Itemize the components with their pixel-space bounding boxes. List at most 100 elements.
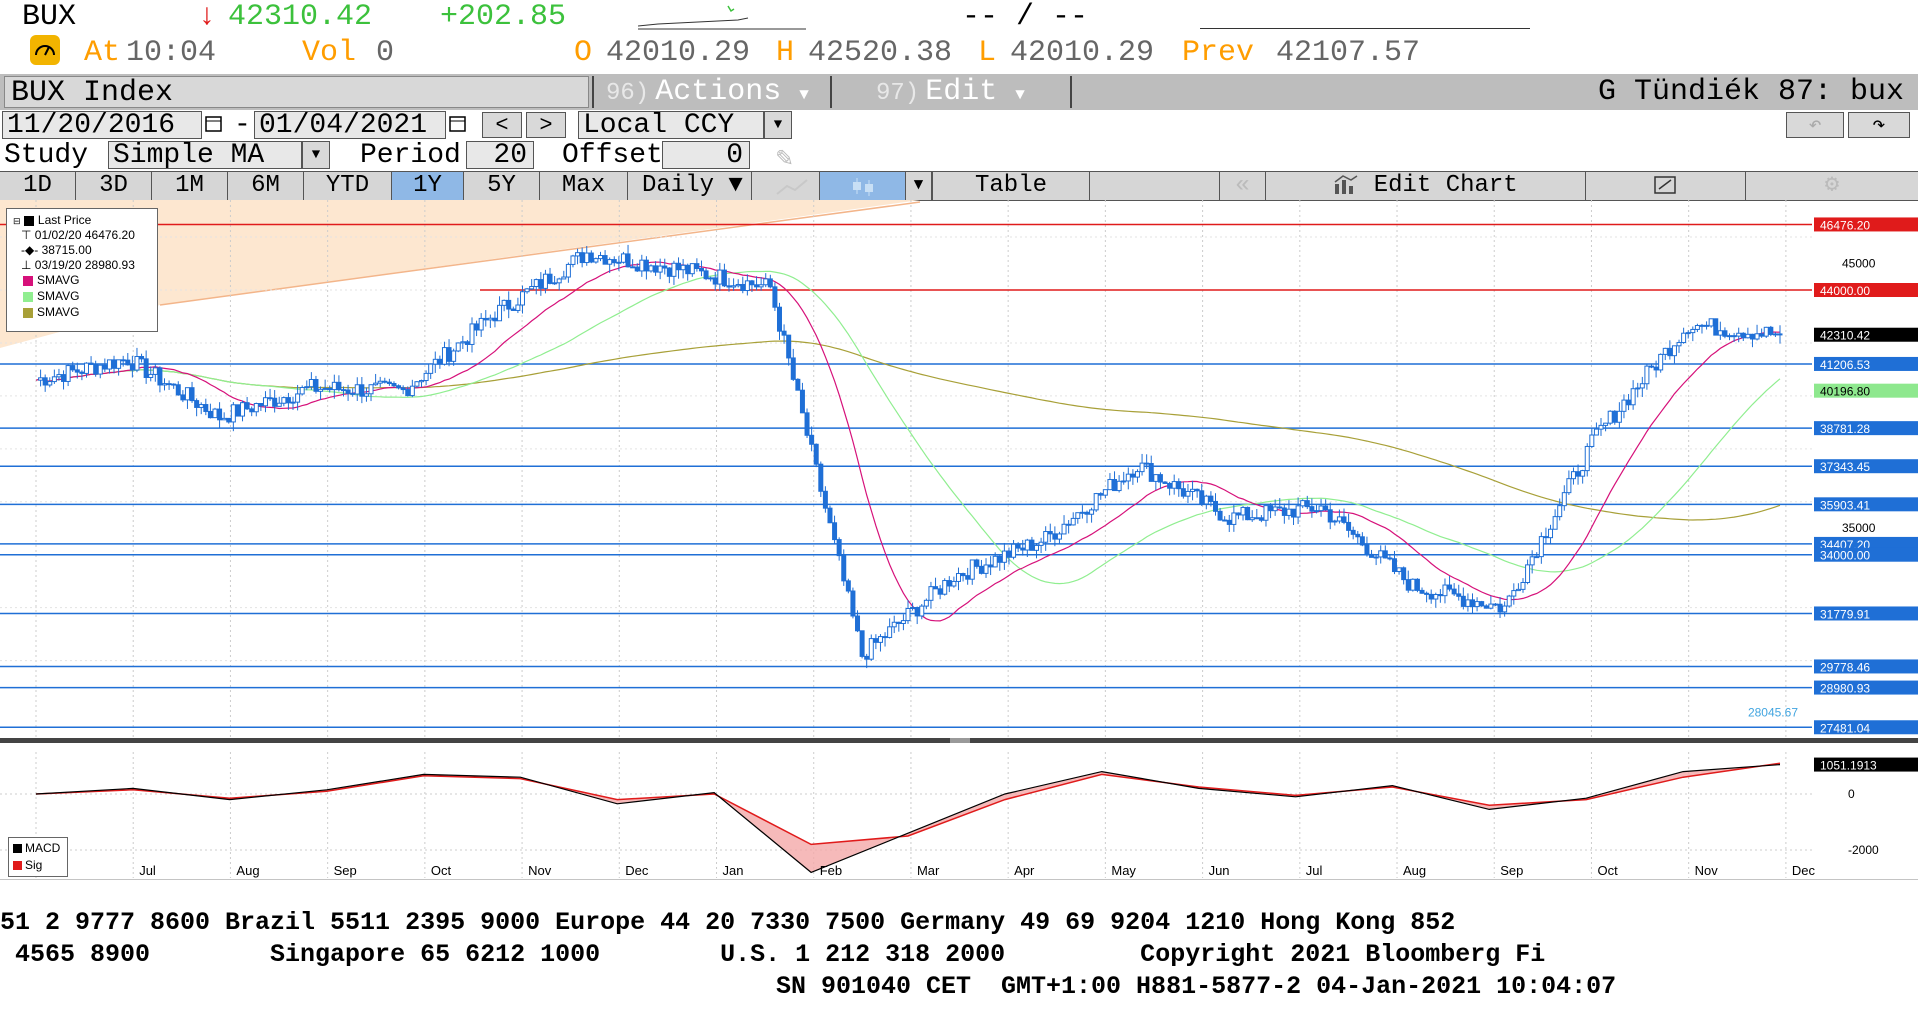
candle-body	[1180, 488, 1186, 497]
legend-sma-1-label: SMAVG	[37, 273, 80, 287]
candle-body	[556, 278, 562, 284]
candle-body	[455, 342, 461, 352]
legend-last-price-label: Last Price	[37, 213, 92, 227]
candle-body	[992, 555, 998, 568]
candle-body	[1079, 511, 1085, 514]
period-field[interactable]: 20	[466, 140, 534, 171]
period-button-5y[interactable]: 5Y	[464, 172, 540, 200]
price-label-box	[1814, 659, 1918, 674]
footer-ticker: 51 2 9777 8600 Brazil 5511 2395 9000 Eur…	[0, 900, 1918, 1025]
line-chart-icon[interactable]	[766, 172, 820, 200]
settings-gear-icon[interactable]: ⚙	[1824, 172, 1840, 199]
candle-body	[1286, 508, 1292, 516]
candle-body	[363, 393, 369, 397]
candle-body	[359, 384, 365, 397]
frequency-select[interactable]: Daily ▼	[628, 172, 752, 200]
candle-body	[726, 285, 732, 288]
price-label-box	[1814, 217, 1918, 232]
security-field[interactable]: BUX Index	[4, 76, 589, 109]
candle-body	[1029, 539, 1035, 551]
candle-body	[212, 408, 218, 419]
period-button-max[interactable]: Max	[540, 172, 628, 200]
previous-period-button[interactable]: <	[482, 112, 522, 138]
calendar-icon[interactable]	[448, 110, 470, 138]
candle-body	[129, 364, 135, 371]
candle-body	[38, 377, 44, 381]
candle-body	[1648, 365, 1654, 368]
candle-body	[877, 636, 883, 643]
collapse-icon[interactable]: ⊟	[13, 216, 21, 226]
candle-body	[322, 387, 328, 390]
chevron-down-icon[interactable]: ▼	[764, 111, 792, 139]
price-label: 37343.45	[1820, 460, 1870, 474]
offset-field[interactable]: 0	[662, 141, 750, 170]
chevron-down-icon[interactable]: ▾	[906, 172, 932, 200]
candle-body	[116, 359, 122, 369]
gauge-icon[interactable]	[30, 35, 60, 65]
period-button-ytd[interactable]: YTD	[304, 172, 392, 200]
candle-body	[1093, 493, 1099, 511]
price-chart[interactable]: 46476.20 44000.00 42310.42 41206.53 40196.80…	[0, 200, 1918, 880]
double-chevron-left-icon[interactable]: «	[1220, 172, 1266, 200]
candle-body	[1217, 510, 1223, 521]
period-value: 20	[493, 140, 527, 171]
candle-body	[198, 404, 204, 408]
candle-body	[1548, 528, 1554, 539]
candle-body	[336, 381, 342, 391]
chevron-down-icon[interactable]: ▼	[302, 141, 330, 169]
period-button-3d[interactable]: 3D	[76, 172, 152, 200]
candle-body	[1772, 333, 1778, 336]
candle-body	[1534, 556, 1540, 559]
candle-body	[983, 564, 989, 574]
candle-body	[1612, 410, 1618, 423]
candle-body	[1336, 516, 1342, 522]
price-label: 42310.42	[1820, 329, 1870, 343]
candle-body	[386, 381, 392, 385]
table-button[interactable]: Table	[932, 172, 1090, 200]
candle-body	[1667, 347, 1673, 357]
pencil-icon[interactable]: ✎	[776, 144, 793, 175]
undo-button[interactable]: ↶	[1786, 112, 1844, 138]
start-date-field[interactable]: 11/20/2016	[2, 110, 202, 141]
candle-body	[1401, 567, 1407, 581]
period-button-1m[interactable]: 1M	[152, 172, 228, 200]
candle-body	[1089, 509, 1095, 515]
candle-body	[318, 388, 324, 392]
candle-body	[272, 397, 278, 407]
edit-chart-button[interactable]: Edit Chart	[1266, 172, 1586, 200]
sparkline-icon	[638, 5, 806, 30]
study-select[interactable]: Simple MA	[108, 141, 302, 170]
candle-body	[79, 371, 85, 374]
candle-body	[1061, 523, 1067, 535]
actions-menu[interactable]: 96) Actions ▼	[606, 74, 809, 110]
candlestick-icon[interactable]	[820, 172, 906, 200]
candle-body	[1437, 594, 1443, 597]
candle-body	[1479, 601, 1485, 607]
redo-button[interactable]: ↷	[1848, 112, 1910, 138]
next-period-button[interactable]: >	[526, 112, 566, 138]
candle-body	[1671, 345, 1677, 357]
candle-body	[1704, 324, 1710, 327]
annotate-icon[interactable]	[1586, 172, 1746, 200]
price-label: 27481.04	[1820, 721, 1870, 735]
drag-handle[interactable]	[950, 738, 970, 743]
period-button-1d[interactable]: 1D	[0, 172, 76, 200]
candle-body	[409, 385, 415, 397]
candle-body	[657, 265, 663, 273]
candle-body	[478, 317, 484, 331]
price-label-box	[1814, 547, 1918, 562]
candle-body	[685, 264, 691, 275]
currency-select[interactable]: Local CCY	[578, 111, 764, 140]
period-button-6m[interactable]: 6M	[228, 172, 304, 200]
end-date-field[interactable]: 01/04/2021	[254, 111, 446, 140]
candle-body	[841, 555, 847, 582]
candle-body	[492, 317, 498, 322]
price-chart-canvas[interactable]: 46476.20 44000.00 42310.42 41206.53 40196.80…	[0, 200, 1918, 880]
candle-body	[1740, 332, 1746, 339]
price-label: 35903.41	[1820, 498, 1870, 512]
period-button-1y[interactable]: 1Y	[392, 172, 464, 200]
calendar-icon[interactable]	[204, 110, 226, 138]
edit-menu[interactable]: 97) Edit ▼	[876, 74, 1025, 110]
candle-body	[625, 253, 631, 268]
start-date-value: 11/20/2016	[7, 110, 176, 141]
